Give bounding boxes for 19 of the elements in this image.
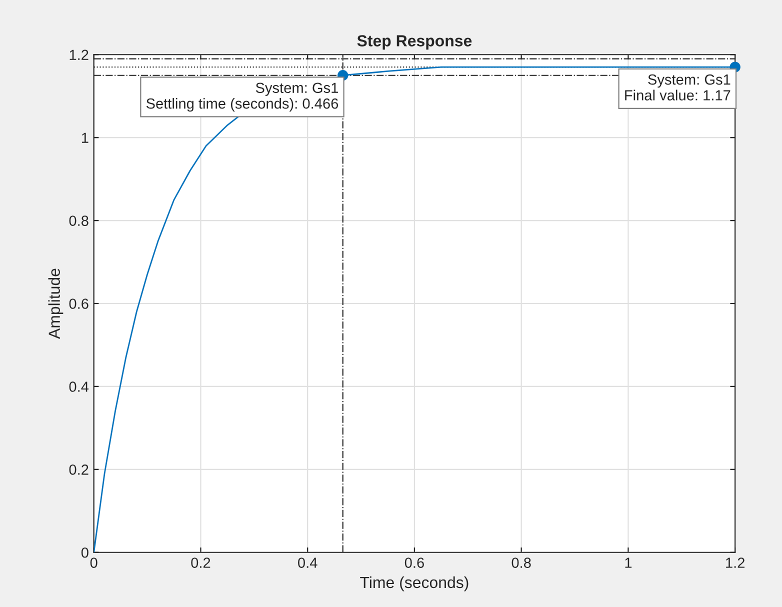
annotation: System: Gs1 Settling time (seconds): 0.466 bbox=[146, 82, 338, 112]
y-tick-label: 1.2 bbox=[70, 50, 88, 60]
x-tick-label: 0 bbox=[90, 558, 98, 568]
y-tick-label: 0 bbox=[81, 547, 88, 558]
y-tick-label: 0.6 bbox=[69, 298, 88, 309]
x-tick-label: 1 bbox=[625, 558, 632, 568]
chart-title: Step Response bbox=[357, 35, 472, 50]
x-tick-label: 0.2 bbox=[191, 558, 210, 568]
x-tick-label: 0.6 bbox=[404, 558, 424, 568]
y-tick-label: 0.8 bbox=[69, 216, 88, 226]
y-tick-label: 1 bbox=[82, 132, 88, 143]
x-tick-label: 0.4 bbox=[298, 558, 318, 568]
x-tick-label: 0.8 bbox=[512, 558, 531, 568]
x-axis-title: Time (seconds) bbox=[360, 576, 468, 592]
y-tick-label: 0.2 bbox=[69, 464, 88, 475]
annotation: System: Gs1 Final value: 1.17 bbox=[625, 74, 730, 100]
y-tick-label: 0.4 bbox=[69, 382, 89, 392]
y-axis-title: Amplitude bbox=[48, 268, 64, 339]
x-tick-label: 1.2 bbox=[726, 558, 744, 568]
